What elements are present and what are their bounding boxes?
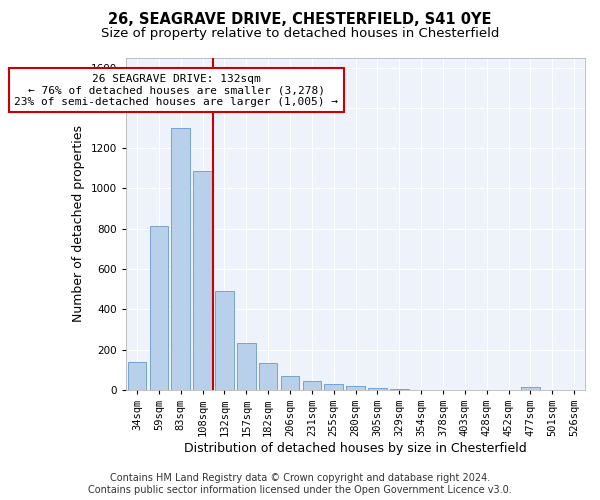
Bar	[325, 384, 343, 390]
Bar	[237, 342, 256, 390]
Bar	[521, 387, 539, 390]
Bar	[193, 172, 212, 390]
Text: Size of property relative to detached houses in Chesterfield: Size of property relative to detached ho…	[101, 28, 499, 40]
Bar	[368, 388, 386, 390]
Bar	[172, 128, 190, 390]
Text: Contains HM Land Registry data © Crown copyright and database right 2024.
Contai: Contains HM Land Registry data © Crown c…	[88, 474, 512, 495]
Y-axis label: Number of detached properties: Number of detached properties	[72, 125, 85, 322]
Bar	[215, 291, 234, 390]
Text: 26, SEAGRAVE DRIVE, CHESTERFIELD, S41 0YE: 26, SEAGRAVE DRIVE, CHESTERFIELD, S41 0Y…	[108, 12, 492, 28]
Bar	[281, 376, 299, 390]
X-axis label: Distribution of detached houses by size in Chesterfield: Distribution of detached houses by size …	[184, 442, 527, 455]
Text: 26 SEAGRAVE DRIVE: 132sqm
← 76% of detached houses are smaller (3,278)
23% of se: 26 SEAGRAVE DRIVE: 132sqm ← 76% of detac…	[14, 74, 338, 107]
Bar	[346, 386, 365, 390]
Bar	[149, 226, 168, 390]
Bar	[128, 362, 146, 390]
Bar	[259, 362, 277, 390]
Bar	[302, 382, 321, 390]
